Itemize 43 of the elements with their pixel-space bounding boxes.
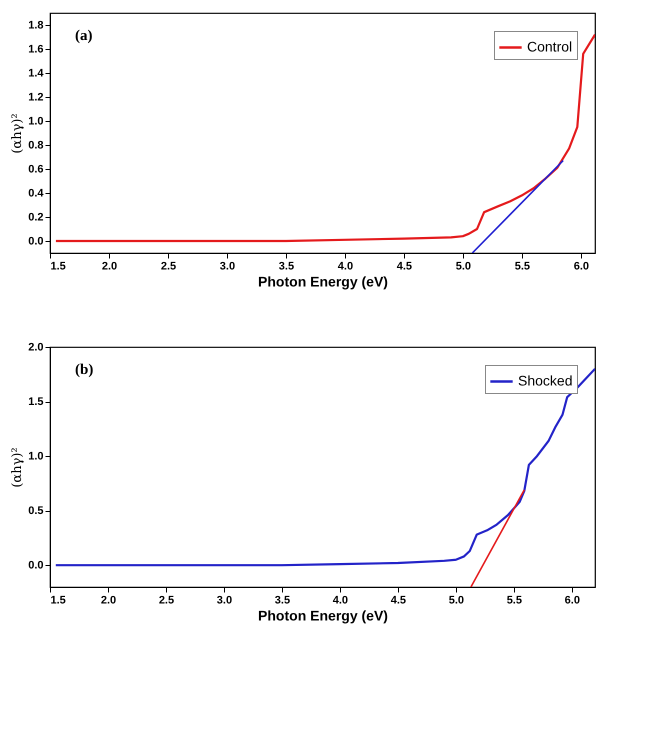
x-tick-label: 4.5 xyxy=(396,260,412,272)
x-tick-label: 3.0 xyxy=(220,260,236,272)
y-tick-label: 1.4 xyxy=(28,68,44,80)
x-axis-title: Photon Energy (eV) xyxy=(258,608,388,624)
x-tick-label: 2.5 xyxy=(160,260,176,272)
x-tick-label: 6.0 xyxy=(564,594,580,606)
y-tick-label: 0.8 xyxy=(28,140,44,152)
y-tick-label: 0.2 xyxy=(28,212,44,224)
x-tick-label: 1.5 xyxy=(50,594,66,606)
y-tick-label: 0.4 xyxy=(28,188,44,200)
x-tick-label: 5.0 xyxy=(448,594,464,606)
y-tick-label: 1.0 xyxy=(28,450,44,463)
x-axis-title: Photon Energy (eV) xyxy=(258,274,388,290)
x-tick-label: 4.0 xyxy=(332,594,348,606)
y-tick-label: 0.0 xyxy=(28,560,44,572)
y-axis-title: (αhγ)² xyxy=(10,447,26,488)
y-tick-label: 2.0 xyxy=(28,342,44,354)
x-tick-label: 3.5 xyxy=(278,260,294,272)
x-tick-label: 3.5 xyxy=(274,594,290,606)
x-tick-label: 5.0 xyxy=(456,260,472,272)
x-tick-label: 5.5 xyxy=(514,260,530,272)
y-tick-label: 0.0 xyxy=(28,236,44,248)
x-tick-label: 5.5 xyxy=(506,594,522,606)
y-tick-label: 1.2 xyxy=(28,92,44,104)
y-tick-label: 0.6 xyxy=(28,164,44,176)
annotation: (a) xyxy=(75,28,92,44)
y-tick-label: 1.0 xyxy=(28,116,44,128)
x-tick-label: 3.0 xyxy=(216,594,232,606)
y-tick-label: 1.8 xyxy=(28,20,44,32)
y-tick-label: 1.6 xyxy=(28,44,44,56)
x-tick-label: 2.5 xyxy=(158,594,174,606)
x-tick-label: 1.5 xyxy=(50,260,66,272)
legend-label: Control xyxy=(527,38,572,54)
y-axis-title: (αhγ)² xyxy=(10,113,26,154)
x-tick-label: 2.0 xyxy=(100,594,116,606)
y-tick-label: 0.5 xyxy=(28,505,44,518)
annotation: (b) xyxy=(75,362,94,378)
x-tick-label: 2.0 xyxy=(102,260,118,272)
x-tick-label: 6.0 xyxy=(574,260,589,272)
x-tick-label: 4.5 xyxy=(390,594,406,606)
y-tick-label: 1.5 xyxy=(28,396,44,408)
x-tick-label: 4.0 xyxy=(338,260,354,272)
legend-label: Shocked xyxy=(518,372,572,388)
